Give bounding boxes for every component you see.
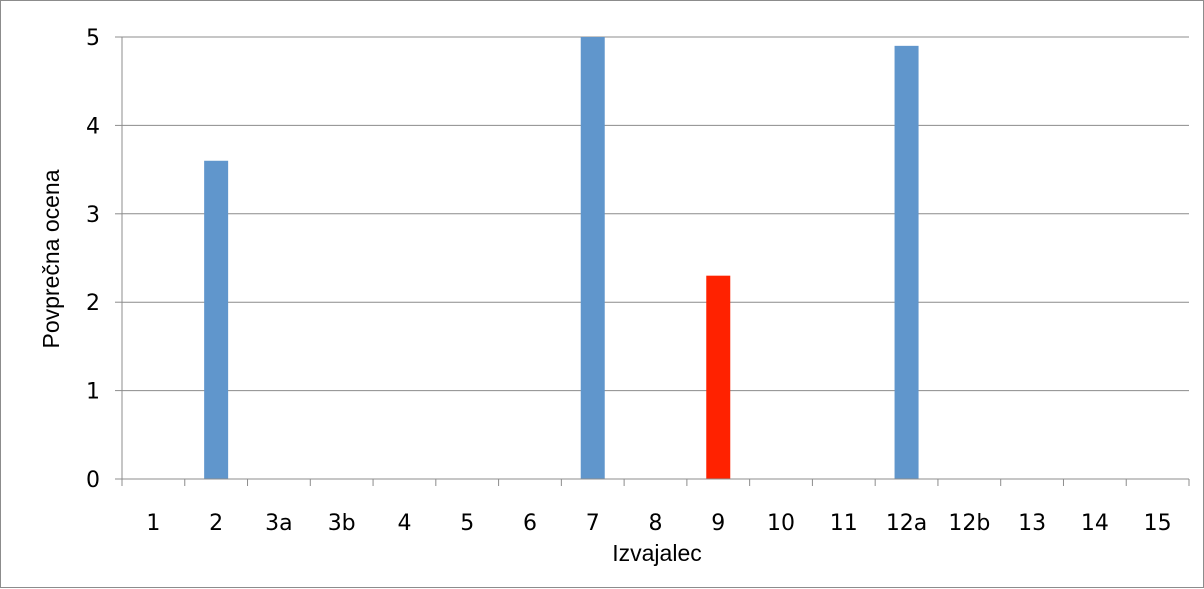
x-tick-label: 4 xyxy=(397,511,411,536)
axes xyxy=(121,37,1190,486)
y-tick-label: 3 xyxy=(86,203,100,228)
y-tick-label: 5 xyxy=(86,26,100,51)
y-tick-labels: 0 1 2 3 4 5 xyxy=(86,26,100,493)
x-tick-label: 3b xyxy=(328,511,356,536)
x-tick-label: 12a xyxy=(886,511,927,536)
x-tick-label: 2 xyxy=(209,511,223,536)
y-tick-label: 0 xyxy=(86,468,100,493)
x-tick-label: 7 xyxy=(586,511,600,536)
x-tick-label: 9 xyxy=(711,511,725,536)
x-tick-labels: 1 2 3a 3b 4 5 6 7 8 9 10 11 12a 12b 13 14 15 xyxy=(146,511,1171,536)
x-tick-label: 3a xyxy=(265,511,292,536)
x-tick-label: 10 xyxy=(767,511,795,536)
x-tick-label: 5 xyxy=(460,511,474,536)
x-tick-label: 14 xyxy=(1081,511,1109,536)
x-tick-label: 1 xyxy=(146,511,160,536)
bars xyxy=(204,37,919,480)
y-tick-label: 2 xyxy=(86,291,100,316)
x-tick-label: 12b xyxy=(948,511,990,536)
y-axis-title: Povprečna ocena xyxy=(38,169,64,348)
x-tick-label: 15 xyxy=(1144,511,1172,536)
x-tick-label: 6 xyxy=(523,511,537,536)
bar-7 xyxy=(580,37,605,479)
x-axis-title: Izvajalec xyxy=(612,540,701,566)
gridlines xyxy=(115,36,1189,480)
bar-9 xyxy=(706,275,731,479)
x-tick-label: 11 xyxy=(830,511,858,536)
y-tick-label: 1 xyxy=(86,380,100,405)
y-tick-label: 4 xyxy=(86,114,100,139)
bar-2 xyxy=(204,160,229,479)
bar-12a xyxy=(894,45,919,480)
x-tick-label: 13 xyxy=(1018,511,1046,536)
x-tick-label: 8 xyxy=(649,511,663,536)
